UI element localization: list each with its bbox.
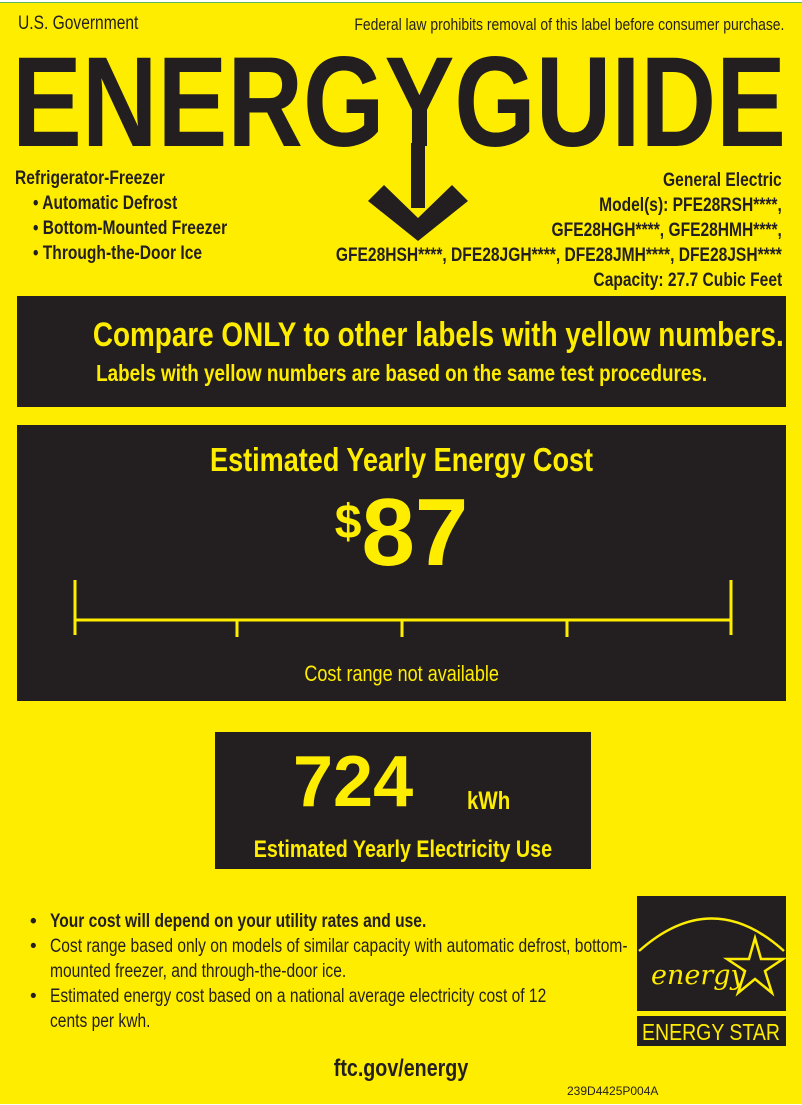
label-code: 239D4425P004A [567,1084,659,1098]
electricity-label: Estimated Yearly Electricity Use [253,836,553,863]
model-line: Model(s): PFE28RSH****, [599,195,782,216]
kwh-unit: kWh [467,787,511,815]
note-item: • Your cost will depend on your utility r… [30,911,427,932]
notes-list: • Your cost will depend on your utility r… [30,909,630,1034]
product-type: Refrigerator-Freezer [15,168,165,189]
cost-range-scale [73,580,733,637]
electricity-use-box: 724 kWh Estimated Yearly Electricity Use [215,732,591,869]
energyguide-title: ENERGYGUIDE [12,31,786,174]
energy-star-logo: energy ENERGY STAR [637,896,788,1046]
kwh-value: 724 [293,742,414,822]
svg-text:ENERGY STAR: ENERGY STAR [642,1019,780,1045]
model-line: GFE28HSH****, DFE28JGH****, DFE28JMH****… [336,245,782,266]
note-item: • Estimated energy cost based on a nation… [30,986,547,1032]
compare-box: Compare ONLY to other labels with yellow… [17,296,786,407]
feature-item: • Bottom-Mounted Freezer [33,218,228,239]
feature-item: • Automatic Defrost [33,193,178,214]
brand: General Electric [663,170,782,191]
energy-star-icon: energy ENERGY STAR [637,896,788,1046]
feature-item: • Through-the-Door Ice [33,243,203,264]
federal-law-notice: Federal law prohibits removal of this la… [353,15,784,34]
currency-symbol: $ [334,496,362,549]
compare-subline: Labels with yellow numbers are based on … [95,360,708,386]
compare-headline: Compare ONLY to other labels with yellow… [92,316,784,354]
product-info: Refrigerator-Freezer • Automatic Defrost… [15,166,270,266]
energy-cost-box: Estimated Yearly Energy Cost $87 Cost ra… [17,425,786,701]
model-info: General Electric Model(s): PFE28RSH****,… [238,168,782,293]
model-line: GFE28HGH****, GFE28HMH****, [551,220,782,241]
cost-value: $87 [334,479,469,586]
capacity: Capacity: 27.7 Cubic Feet [593,270,782,291]
svg-text:energy: energy [651,960,747,991]
cost-heading: Estimated Yearly Energy Cost [209,441,594,478]
ftc-url[interactable]: ftc.gov/energy [333,1055,469,1082]
government-text: U.S. Government [18,13,139,34]
note-item: • Cost range based only on models of simi… [30,936,628,982]
energyguide-logo: ENERGYGUIDE [12,31,786,241]
arrow-down-icon [368,143,468,241]
cost-range-note: Cost range not available [304,661,499,686]
feature-list: • Automatic Defrost • Bottom-Mounted Fre… [15,191,270,266]
